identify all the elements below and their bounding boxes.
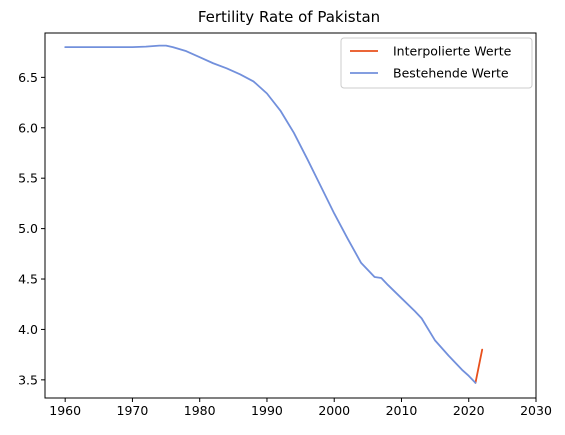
x-tick-label: 1980 [184, 403, 216, 418]
legend-box [340, 37, 533, 89]
legend-label-bestehende-werte: Bestehende Werte [393, 66, 509, 81]
y-axis: 3.5 4.0 4.5 5.0 5.5 6.0 6.5 [18, 70, 45, 387]
legend-label-interpolierte-werte: Interpolierte Werte [393, 44, 512, 59]
x-tick-label: 1960 [49, 403, 81, 418]
plot-area-frame [44, 32, 537, 399]
x-tick-label: 1990 [251, 403, 283, 418]
x-tick-label: 1970 [117, 403, 149, 418]
y-tick-label: 5.0 [18, 221, 38, 236]
y-tick-label: 6.0 [18, 120, 38, 135]
series-layer [64, 44, 484, 384]
y-tick-label: 4.5 [18, 272, 38, 287]
x-tick-label: 2010 [386, 403, 418, 418]
series-line-1 [64, 44, 477, 384]
x-axis: 1960 1970 1980 1990 2000 2010 2020 2030 [49, 398, 552, 418]
x-tick-label: 2020 [453, 403, 485, 418]
x-tick-label: 2000 [318, 403, 350, 418]
series-line-0 [474, 348, 484, 384]
x-tick-label: 2030 [520, 403, 552, 418]
y-tick-label: 5.5 [18, 171, 38, 186]
chart-title: Fertility Rate of Pakistan [198, 8, 380, 26]
y-tick-label: 4.0 [18, 322, 38, 337]
y-tick-label: 6.5 [18, 70, 38, 85]
y-tick-label: 3.5 [18, 372, 38, 387]
legend: Interpolierte Werte Bestehende Werte [340, 37, 533, 89]
